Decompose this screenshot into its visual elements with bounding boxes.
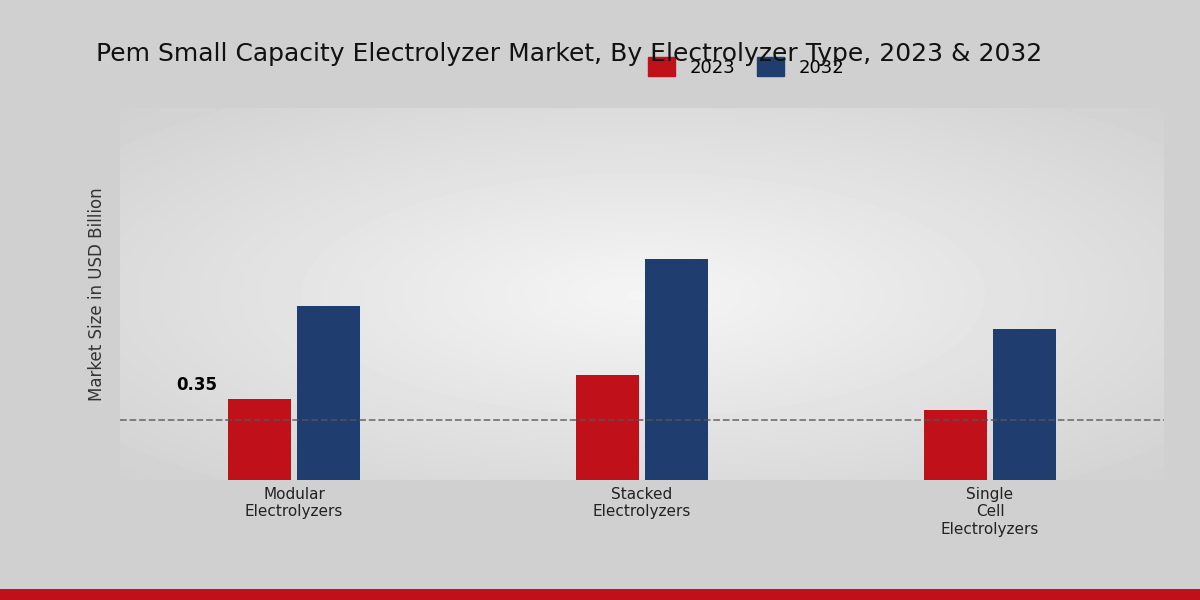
Bar bbox=[298, 305, 360, 480]
Bar bbox=[646, 259, 708, 480]
Bar bbox=[994, 329, 1056, 480]
Bar bbox=[576, 376, 638, 480]
Text: Pem Small Capacity Electrolyzer Market, By Electrolyzer Type, 2023 & 2032: Pem Small Capacity Electrolyzer Market, … bbox=[96, 42, 1043, 66]
Y-axis label: Market Size in USD Billion: Market Size in USD Billion bbox=[88, 187, 106, 401]
Legend: 2023, 2032: 2023, 2032 bbox=[641, 50, 852, 84]
Bar bbox=[924, 410, 986, 480]
Bar bbox=[228, 398, 290, 480]
Text: 0.35: 0.35 bbox=[176, 376, 217, 394]
